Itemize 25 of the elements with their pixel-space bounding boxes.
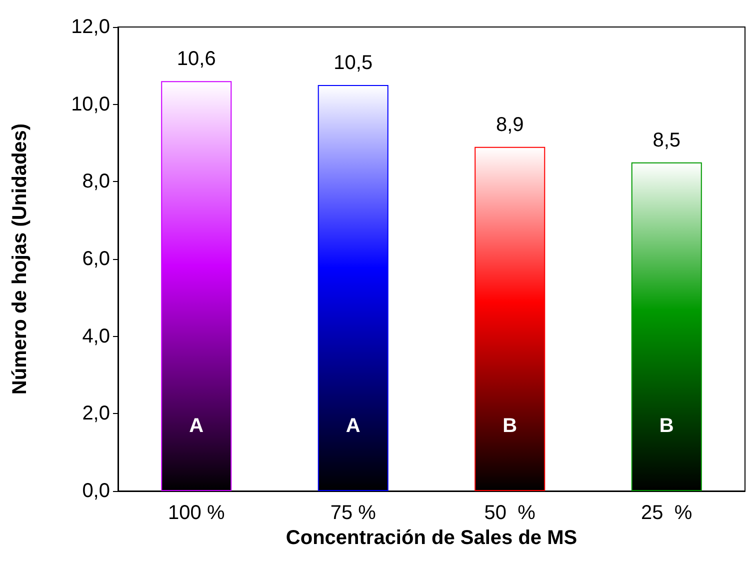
data-label: 8,5: [652, 129, 681, 152]
y-tick-label: 8,0: [82, 170, 110, 193]
data-label: 8,9: [496, 114, 524, 136]
bar: [161, 81, 232, 491]
y-tick-label: 10,0: [71, 93, 110, 116]
x-axis-title: Concentración de Sales de MS: [286, 526, 578, 549]
data-label: 10,6: [176, 48, 216, 70]
data-label: 10,5: [334, 52, 373, 74]
y-axis-title: Número de hojas (Unidades): [9, 123, 31, 395]
bar: [474, 146, 546, 491]
y-tick-label: 12,0: [71, 16, 110, 38]
x-tick-label: 100 %: [168, 502, 225, 524]
annotation: A: [346, 415, 360, 438]
bar: [318, 85, 388, 491]
bar: [631, 162, 702, 491]
annotation: B: [502, 415, 518, 438]
y-tick-label: 6,0: [82, 248, 110, 270]
x-tick-label: 25 %: [641, 502, 692, 524]
annotation: A: [189, 415, 204, 438]
y-tick-label: 4,0: [82, 325, 110, 348]
y-tick-label: 0,0: [82, 480, 110, 502]
x-tick-label: 50 %: [484, 502, 536, 524]
annotation: B: [659, 415, 674, 438]
y-tick-label: 2,0: [82, 402, 110, 425]
x-tick-label: 75 %: [330, 502, 376, 524]
